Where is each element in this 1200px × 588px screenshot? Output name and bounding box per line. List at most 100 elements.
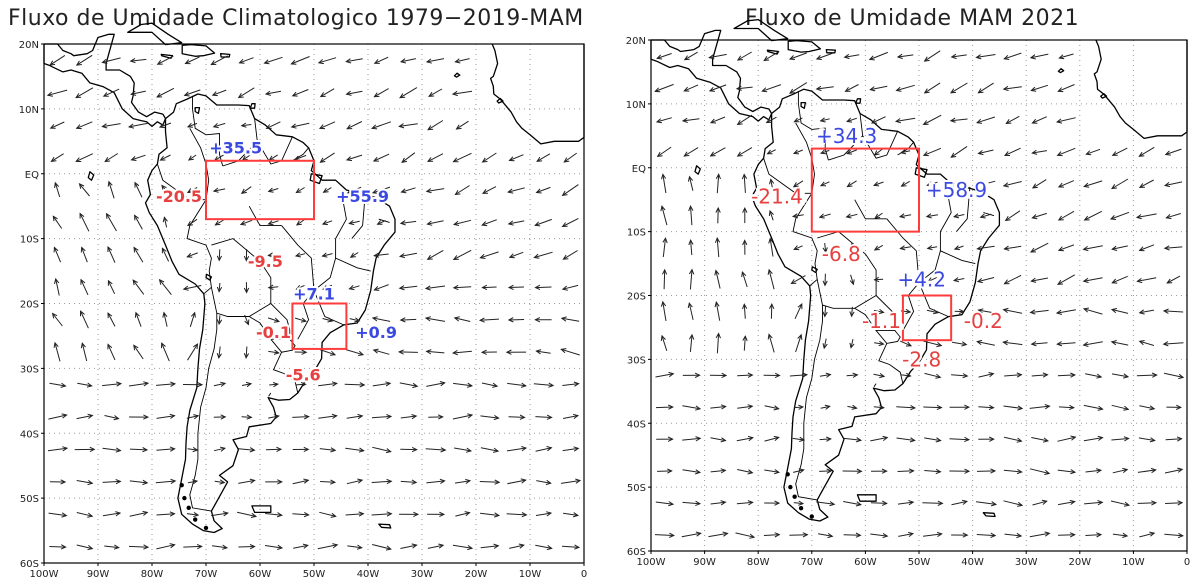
flux-arrow <box>74 446 96 453</box>
southeast-north-flux: +7.1 <box>293 284 335 303</box>
flux-arrow <box>687 302 694 320</box>
amazon-west-flux: -20.5 <box>156 187 202 206</box>
flux-arrow <box>562 381 580 387</box>
flux-arrow <box>1003 52 1022 60</box>
flux-arrow <box>764 405 780 411</box>
island-outline <box>453 72 461 78</box>
country-border <box>763 122 815 194</box>
flux-arrow <box>788 52 807 60</box>
flux-arrow <box>1058 499 1076 506</box>
flux-arrow <box>742 207 748 224</box>
flux-arrow <box>212 187 226 193</box>
flux-arrow <box>267 187 279 193</box>
flux-arrow <box>107 245 116 263</box>
flux-labels: +35.5+35.5+55.9+55.9-20.5-20.5-9.5-9.5+7… <box>154 136 399 386</box>
flux-arrow <box>923 50 941 62</box>
flux-arrow <box>870 532 889 539</box>
flux-arrow <box>846 117 858 123</box>
flux-arrow <box>238 447 256 453</box>
flux-arrow <box>926 181 938 187</box>
flux-arrow <box>657 468 673 474</box>
flux-arrow <box>710 468 727 474</box>
flux-arrow <box>660 300 667 322</box>
flux-arrow <box>428 88 443 97</box>
flux-arrow <box>267 317 280 323</box>
flux-arrow <box>792 180 804 188</box>
flux-arrow <box>1058 404 1075 411</box>
flux-arrow <box>688 205 694 226</box>
flux-arrow <box>846 372 859 378</box>
flux-arrow <box>923 82 941 94</box>
flux-arrow <box>898 531 915 537</box>
flux-arrow <box>688 333 695 352</box>
flux-arrow <box>318 413 338 419</box>
flux-arrow <box>292 511 310 518</box>
flux-arrow <box>765 116 777 124</box>
flux-arrow <box>156 446 176 452</box>
lat-tick-label: 30S <box>20 364 39 375</box>
flux-arrow <box>452 544 474 551</box>
flux-arrow <box>161 184 170 195</box>
flux-labels: +34.3+34.3+58.9+58.9-21.4-21.4-6.8-6.8+4… <box>746 122 1007 374</box>
flux-arrow <box>1138 340 1155 346</box>
flux-arrow <box>1002 307 1023 314</box>
flux-arrow <box>661 173 667 194</box>
amazon-east-flux: +55.9 <box>336 187 389 206</box>
flux-arrow <box>951 532 969 538</box>
flux-arrow <box>186 218 198 227</box>
flux-arrow <box>455 511 471 517</box>
flux-arrow <box>742 303 748 319</box>
flux-arrow <box>1057 180 1075 188</box>
central-america-outline <box>650 29 773 122</box>
flux-arrow <box>926 245 938 251</box>
country-border <box>873 383 877 388</box>
flux-arrow <box>236 511 258 518</box>
flux-arrow <box>978 404 995 411</box>
flux-arrow <box>51 312 63 327</box>
flux-arrow <box>533 251 553 259</box>
flux-arrow <box>926 309 939 315</box>
island-outline <box>378 523 392 529</box>
flux-arrow <box>1056 274 1076 285</box>
flux-arrow <box>134 311 142 327</box>
flux-arrow <box>427 511 446 517</box>
flux-arrow <box>737 469 754 475</box>
flux-arrow <box>52 215 63 229</box>
flux-arrow <box>104 153 119 163</box>
flux-arrow <box>128 544 150 550</box>
flux-arrow <box>661 268 668 290</box>
flux-arrow <box>682 469 702 475</box>
flux-arrow <box>265 121 281 129</box>
flux-arrow <box>1111 373 1130 379</box>
flux-arrow <box>789 82 808 94</box>
flux-arrow <box>451 349 472 356</box>
flux-arrow <box>709 116 726 124</box>
flux-arrow <box>815 52 834 60</box>
flux-arrow <box>267 252 279 258</box>
flux-arrow <box>896 437 916 443</box>
island-outline <box>787 39 822 53</box>
flux-arrow <box>317 57 337 65</box>
flux-arrow <box>843 501 862 507</box>
flux-arrow <box>76 413 94 420</box>
flux-arrow <box>1082 277 1103 284</box>
lat-tick-label: 10N <box>626 100 646 111</box>
flux-arrow <box>509 543 525 549</box>
flux-arrow <box>949 404 970 410</box>
flux-arrow <box>818 532 834 539</box>
flux-arrow <box>975 180 996 188</box>
country-border <box>186 199 212 295</box>
flux-arrow <box>159 154 171 161</box>
flux-arrow <box>105 212 117 232</box>
flux-label-halo: -0.1 <box>256 323 291 342</box>
country-border <box>156 128 210 201</box>
flux-arrow <box>682 500 702 507</box>
flux-arrow <box>129 447 149 453</box>
flux-arrow <box>741 271 748 288</box>
lon-tick-label: 90W <box>87 569 110 580</box>
flux-arrow <box>156 413 176 419</box>
country-border <box>878 343 904 384</box>
flux-arrow <box>269 382 279 388</box>
southeast-east-flux: -0.2 <box>964 309 1003 333</box>
